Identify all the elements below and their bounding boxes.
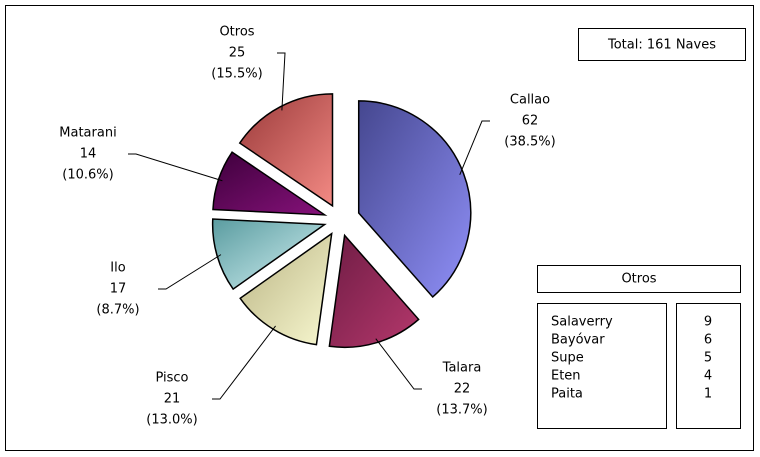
leader-line — [277, 52, 286, 111]
otros-value: 6 — [704, 333, 712, 348]
slice-label: (13.0%) — [146, 413, 197, 428]
slice-label: 21 — [164, 392, 181, 407]
otros-value: 9 — [704, 315, 712, 330]
leader-line — [375, 338, 422, 390]
slice-label: Otros — [219, 25, 254, 40]
pie-slice — [328, 233, 420, 349]
pie-slice — [357, 100, 472, 299]
otros-name: Paita — [551, 387, 583, 402]
otros-value: 4 — [704, 369, 712, 384]
slice-label: Pisco — [155, 371, 188, 386]
pie-slice — [211, 218, 327, 291]
slice-label: 14 — [80, 147, 97, 162]
leader-line — [212, 325, 276, 400]
slice-label: 25 — [229, 46, 246, 61]
slice-label: 22 — [454, 382, 471, 397]
slice-label: Matarani — [59, 126, 116, 141]
slice-label: Ilo — [110, 261, 125, 276]
slice-label: (38.5%) — [504, 135, 555, 150]
slice-label: Callao — [510, 93, 550, 108]
otros-name: Salaverry — [551, 315, 613, 330]
otros-names-box — [537, 303, 667, 429]
slice-label: 62 — [522, 114, 539, 129]
slice-label: Talara — [442, 361, 482, 376]
leader-line — [128, 153, 223, 182]
total-box — [578, 28, 746, 61]
slice-label: (8.7%) — [96, 303, 139, 318]
otros-name: Eten — [551, 369, 581, 384]
slice-label: (15.5%) — [211, 67, 262, 82]
otros-header-box — [537, 265, 741, 293]
total-label: Total: 161 Naves — [607, 38, 716, 53]
slice-label: (10.6%) — [62, 168, 113, 183]
otros-values-box — [676, 303, 741, 429]
otros-value: 1 — [704, 387, 712, 402]
pie-slice — [238, 93, 334, 208]
leader-line — [158, 254, 222, 290]
otros-value: 5 — [704, 351, 712, 366]
otros-name: Bayóvar — [551, 333, 605, 348]
slice-label: (13.7%) — [436, 403, 487, 418]
otros-title: Otros — [621, 272, 656, 287]
otros-name: Supe — [551, 351, 584, 366]
leader-line — [459, 120, 490, 175]
slice-label: 17 — [110, 282, 127, 297]
